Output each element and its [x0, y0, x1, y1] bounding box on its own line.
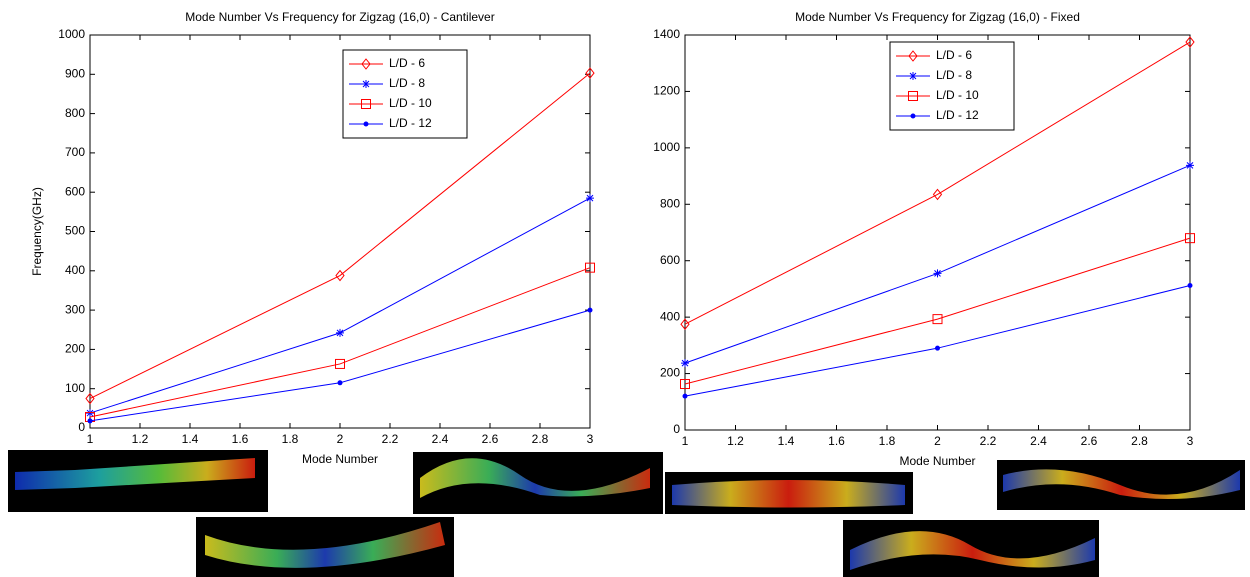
- x-tick-label: 1.2: [727, 434, 744, 448]
- legend-label: L/D - 12: [936, 108, 979, 122]
- x-axis-label: Mode Number: [899, 454, 975, 468]
- y-tick-label: 1000: [58, 27, 85, 41]
- marker: [587, 307, 593, 313]
- marker: [337, 380, 343, 386]
- x-tick-label: 1: [682, 434, 689, 448]
- marker: [1185, 36, 1195, 48]
- marker: [361, 99, 371, 109]
- marker: [908, 50, 918, 62]
- marker: [935, 345, 940, 351]
- legend-label: L/D - 8: [936, 68, 972, 82]
- legend-label: L/D - 10: [936, 88, 979, 102]
- line: [684, 164, 1191, 364]
- y-tick-label: 1000: [653, 140, 680, 154]
- x-tick-label: 2.8: [532, 432, 549, 446]
- marker: [680, 318, 690, 330]
- legend-label: L/D - 6: [936, 48, 972, 62]
- marker: [362, 80, 370, 88]
- line: [89, 309, 591, 422]
- x-tick-label: 2.8: [1131, 434, 1148, 448]
- y-tick-label: 0: [78, 420, 85, 434]
- y-tick-label: 500: [65, 224, 85, 238]
- marker: [585, 67, 595, 79]
- y-tick-label: 600: [65, 184, 85, 198]
- line: [684, 285, 1191, 397]
- marker: [681, 359, 689, 368]
- legend-label: L/D - 8: [389, 76, 425, 90]
- plot-area: [89, 34, 591, 429]
- y-tick-label: 1200: [653, 84, 680, 98]
- marker: [335, 358, 345, 369]
- y-tick-label: 700: [65, 145, 85, 159]
- y-tick-label: 900: [65, 66, 85, 80]
- y-tick-label: 100: [65, 381, 85, 395]
- y-tick-label: 200: [65, 342, 85, 356]
- chart-title: Mode Number Vs Frequency for Zigzag (16,…: [795, 10, 1080, 24]
- x-tick-label: 1: [87, 432, 94, 446]
- line: [89, 267, 591, 418]
- x-tick-label: 1.6: [232, 432, 249, 446]
- marker: [86, 409, 94, 418]
- x-tick-label: 3: [1187, 434, 1194, 448]
- marker: [85, 392, 95, 405]
- marker: [908, 91, 918, 101]
- marker: [910, 113, 916, 119]
- mode-shape-images: [8, 450, 1245, 577]
- x-tick-label: 1.4: [182, 432, 199, 446]
- y-tick-label: 300: [65, 302, 85, 316]
- x-tick-label: 2: [934, 434, 941, 448]
- y-axis-label: Frequency(GHz): [30, 187, 44, 276]
- x-tick-label: 1.8: [282, 432, 299, 446]
- line: [684, 41, 1191, 325]
- marker: [336, 328, 344, 337]
- marker: [1185, 233, 1195, 244]
- marker: [1187, 283, 1193, 289]
- x-tick-label: 2.4: [1030, 434, 1047, 448]
- x-tick-label: 2.4: [432, 432, 449, 446]
- line: [684, 237, 1191, 385]
- x-tick-label: 1.2: [132, 432, 149, 446]
- marker: [1186, 161, 1194, 170]
- legend-label: L/D - 12: [389, 116, 432, 130]
- marker: [335, 269, 345, 282]
- x-tick-label: 2: [337, 432, 344, 446]
- x-axis-label: Mode Number: [302, 452, 378, 466]
- y-tick-label: 1400: [653, 27, 680, 41]
- chart-title: Mode Number Vs Frequency for Zigzag (16,…: [185, 10, 494, 24]
- line: [89, 72, 591, 399]
- marker: [87, 418, 93, 424]
- x-tick-label: 2.2: [382, 432, 399, 446]
- x-tick-label: 1.6: [828, 434, 845, 448]
- x-tick-label: 2.6: [482, 432, 499, 446]
- marker: [682, 393, 688, 399]
- marker: [933, 269, 942, 278]
- marker: [932, 314, 943, 325]
- y-tick-label: 800: [660, 196, 680, 210]
- marker: [586, 194, 594, 203]
- x-tick-label: 1.4: [778, 434, 795, 448]
- legend: [889, 41, 1015, 131]
- x-tick-label: 1.8: [879, 434, 896, 448]
- y-tick-label: 400: [660, 309, 680, 323]
- marker: [585, 262, 595, 273]
- y-tick-label: 800: [65, 106, 85, 120]
- x-tick-label: 3: [587, 432, 594, 446]
- marker: [363, 121, 369, 127]
- marker: [909, 72, 917, 80]
- legend-label: L/D - 6: [389, 56, 425, 70]
- marker: [680, 379, 690, 390]
- x-tick-label: 2.2: [980, 434, 997, 448]
- y-tick-label: 0: [673, 422, 680, 436]
- legend-label: L/D - 10: [389, 96, 432, 110]
- y-tick-label: 400: [65, 263, 85, 277]
- y-tick-label: 600: [660, 253, 680, 267]
- marker: [932, 188, 943, 201]
- y-tick-label: 200: [660, 366, 680, 380]
- x-tick-label: 2.6: [1081, 434, 1098, 448]
- marker: [361, 58, 371, 70]
